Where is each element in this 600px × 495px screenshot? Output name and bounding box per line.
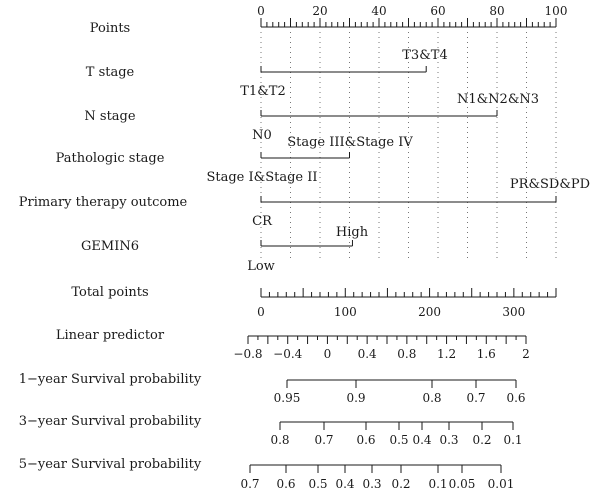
- variable-level-label: N0: [252, 128, 272, 143]
- variable-level-label: CR: [252, 214, 273, 229]
- points-tick-label: 0: [257, 4, 265, 18]
- variable-label: T stage: [86, 65, 135, 80]
- survival-tick-label: 0.7: [314, 433, 333, 447]
- points-tick-label: 40: [371, 4, 386, 18]
- survival-tick-label: 0.05: [449, 477, 476, 491]
- variable-label: GEMIN6: [81, 239, 139, 254]
- total-points-tick-label: 200: [418, 305, 441, 319]
- linear-predictor-label: Linear predictor: [56, 328, 165, 343]
- variable-level-label: PR&SD&PD: [510, 177, 590, 192]
- survival-tick-label: 0.95: [274, 391, 301, 405]
- survival-scale-label: 5−year Survival probability: [19, 457, 202, 472]
- linear-predictor-tick-label: 1.6: [477, 347, 496, 361]
- survival-tick-label: 0.8: [270, 433, 289, 447]
- survival-tick-label: 0.2: [472, 433, 491, 447]
- linear-predictor-tick-label: 1.2: [437, 347, 456, 361]
- survival-tick-label: 0.9: [346, 391, 365, 405]
- survival-tick-label: 0.7: [240, 477, 259, 491]
- survival-tick-label: 0.1: [503, 433, 522, 447]
- survival-tick-label: 0.8: [422, 391, 441, 405]
- survival-scale-label: 1−year Survival probability: [19, 372, 202, 387]
- variable-level-label: T3&T4: [402, 48, 447, 63]
- survival-tick-label: 0.3: [439, 433, 458, 447]
- linear-predictor-tick-label: 0.8: [397, 347, 416, 361]
- survival-tick-label: 0.2: [391, 477, 410, 491]
- variable-level-label: Low: [247, 259, 275, 274]
- points-tick-label: 100: [545, 4, 568, 18]
- variable-level-label: T1&T2: [240, 84, 285, 99]
- total-points-tick-label: 300: [502, 305, 525, 319]
- linear-predictor-tick-label: −0.8: [233, 347, 262, 361]
- survival-tick-label: 0.1: [428, 477, 447, 491]
- variable-label: N stage: [84, 109, 135, 124]
- variable-level-label: Stage I&Stage II: [206, 170, 317, 185]
- linear-predictor-tick-label: 0: [324, 347, 332, 361]
- survival-tick-label: 0.5: [308, 477, 327, 491]
- gridlines: [260, 32, 557, 260]
- survival-tick-label: 0.6: [356, 433, 375, 447]
- linear-predictor-tick-label: 0.4: [358, 347, 377, 361]
- variable-level-label: Stage III&Stage IV: [287, 135, 413, 150]
- survival-tick-label: 0.01: [488, 477, 515, 491]
- variable-label: Primary therapy outcome: [19, 195, 188, 210]
- survival-tick-label: 0.6: [506, 391, 525, 405]
- linear-predictor-tick-label: −0.4: [273, 347, 303, 361]
- total-points-tick-label: 0: [257, 305, 265, 319]
- points-axis-label: Points: [90, 21, 130, 36]
- variable-level-label: N1&N2&N3: [457, 92, 539, 107]
- survival-scale-label: 3−year Survival probability: [19, 414, 202, 429]
- survival-tick-label: 0.4: [335, 477, 354, 491]
- survival-tick-label: 0.5: [389, 433, 408, 447]
- survival-tick-label: 0.6: [276, 477, 295, 491]
- survival-tick-label: 0.7: [466, 391, 485, 405]
- survival-tick-label: 0.4: [412, 433, 431, 447]
- points-tick-label: 80: [489, 4, 504, 18]
- variable-label: Pathologic stage: [56, 151, 165, 166]
- variable-level-label: High: [336, 225, 369, 240]
- points-tick-label: 60: [430, 4, 445, 18]
- survival-tick-label: 0.3: [362, 477, 381, 491]
- total-points-tick-label: 100: [334, 305, 357, 319]
- linear-predictor-tick-label: 2: [522, 347, 530, 361]
- points-tick-label: 20: [312, 4, 327, 18]
- total-points-label: Total points: [71, 285, 148, 300]
